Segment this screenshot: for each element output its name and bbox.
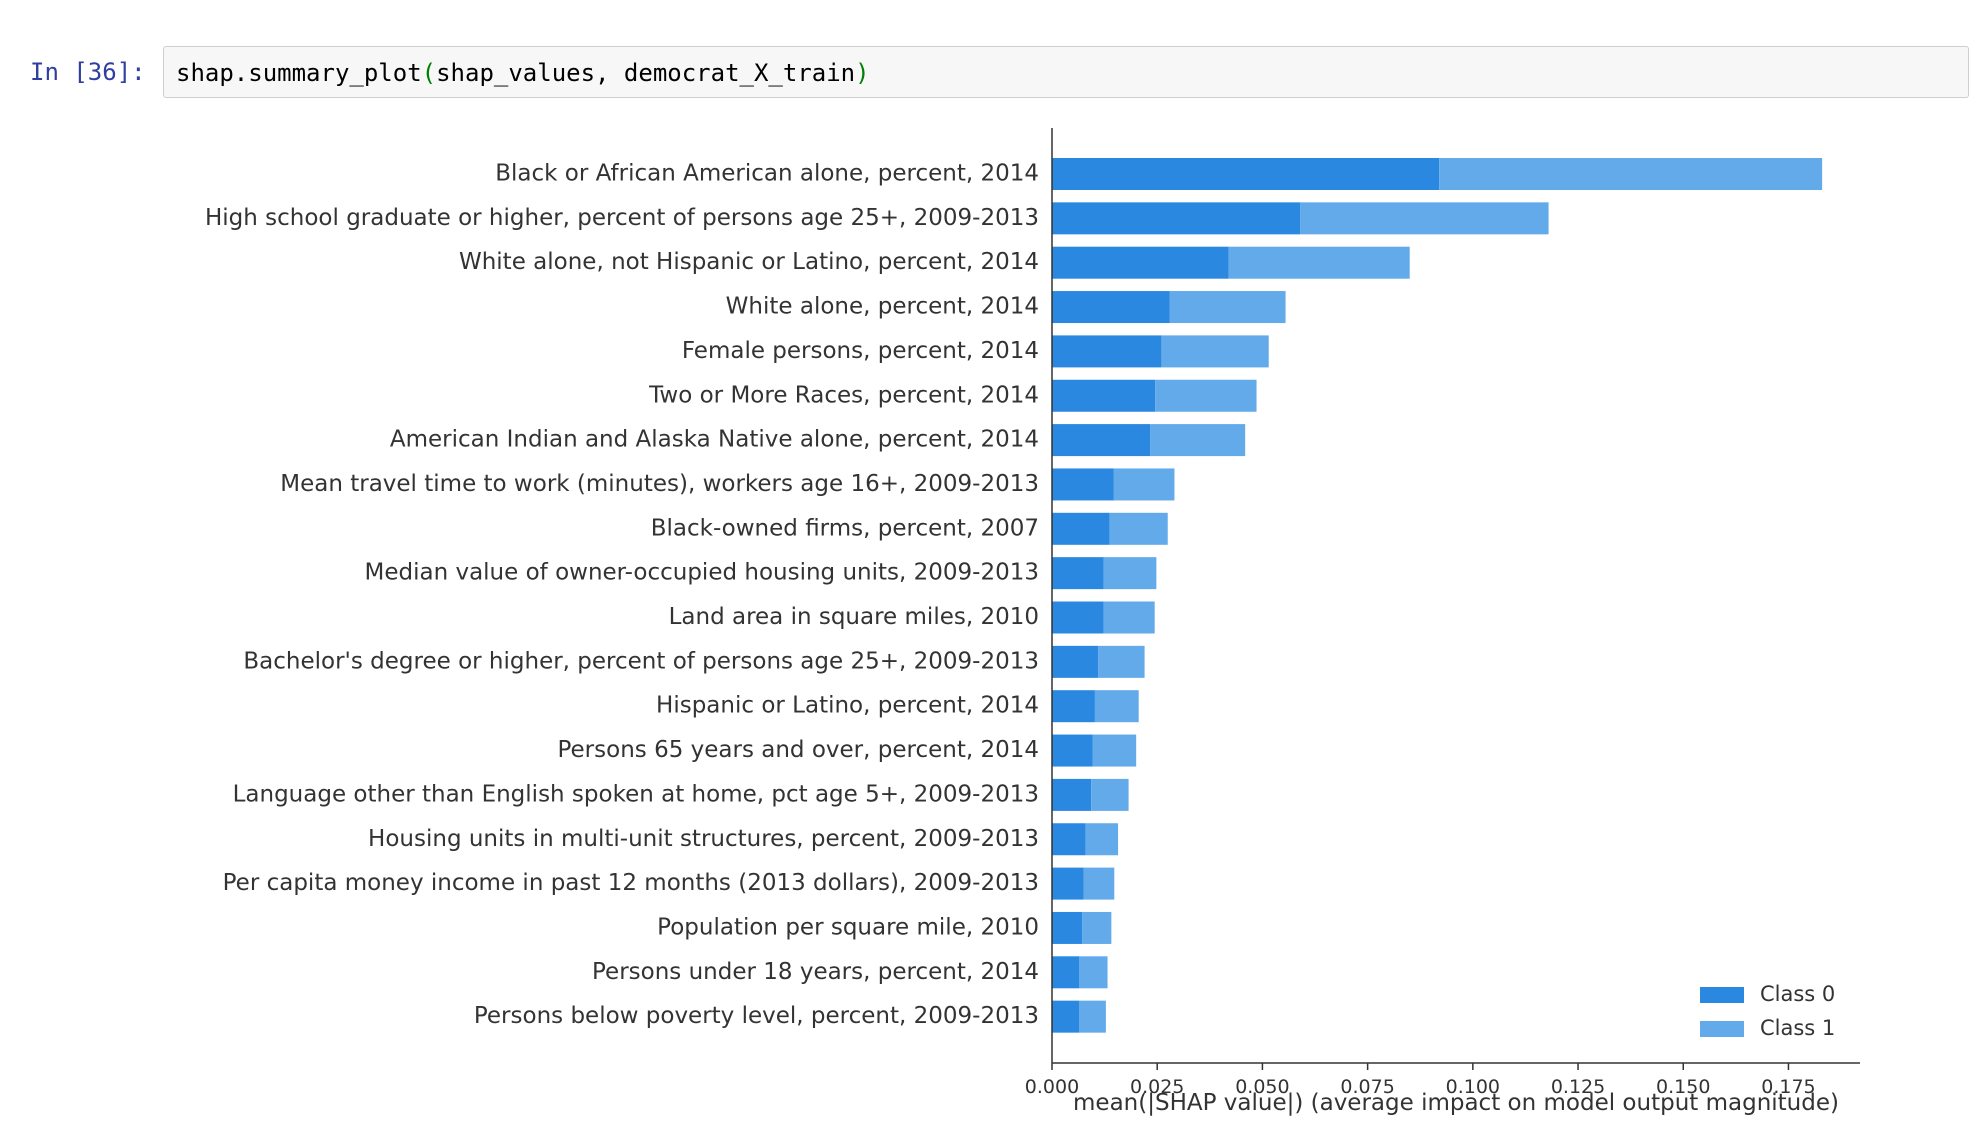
feature-label: Two or More Races, percent, 2014 [648,382,1039,408]
bar-class-1 [1094,690,1139,723]
x-tick-label: 0.000 [1025,1076,1079,1098]
legend-swatch [1700,987,1744,1003]
x-tick-label: 0.175 [1761,1076,1815,1098]
feature-label: Housing units in multi-unit structures, … [368,826,1039,852]
cell-prompt: In [36]: [30,58,146,86]
bar-class-0 [1052,911,1083,944]
feature-label: Language other than English spoken at ho… [233,781,1039,807]
bar-class-1 [1091,778,1129,811]
bar-class-0 [1052,867,1084,900]
feature-label: Persons below poverty level, percent, 20… [474,1003,1039,1029]
bar-class-0 [1052,601,1104,634]
code-input[interactable]: shap.summary_plot(shap_values, democrat_… [163,46,1969,98]
code-close-paren: ) [855,59,870,87]
code-arguments: shap_values, democrat_X_train [436,59,856,87]
x-tick-label: 0.025 [1130,1076,1184,1098]
bar-class-1 [1079,1000,1106,1033]
bar-class-1 [1439,158,1823,190]
bar-class-0 [1052,557,1104,590]
feature-label: Hispanic or Latino, percent, 2014 [656,693,1039,719]
feature-label: White alone, not Hispanic or Latino, per… [459,249,1039,275]
bar-class-1 [1092,734,1137,767]
bar-class-0 [1052,690,1095,723]
feature-label: High school graduate or higher, percent … [205,205,1039,231]
feature-label: Median value of owner-occupied housing u… [364,560,1039,586]
x-tick-label: 0.125 [1551,1076,1605,1098]
feature-label: Population per square mile, 2010 [657,914,1039,940]
bar-class-1 [1109,512,1168,545]
x-tick-label: 0.150 [1656,1076,1710,1098]
code-open-paren: ( [421,59,437,87]
bar-class-1 [1155,379,1257,412]
bar-class-0 [1052,291,1170,324]
bar-class-1 [1300,202,1549,235]
feature-label: Persons 65 years and over, percent, 2014 [557,737,1039,763]
bar-class-0 [1052,468,1114,501]
bar-class-1 [1079,956,1108,989]
feature-label: Persons under 18 years, percent, 2014 [592,959,1039,985]
bar-class-0 [1052,734,1093,767]
x-tick-label: 0.100 [1446,1076,1500,1098]
bar-class-1 [1169,291,1286,324]
bar-class-0 [1052,379,1156,412]
bar-class-0 [1052,335,1162,368]
code-line: shap.summary_plot(shap_values, democrat_… [176,58,870,88]
feature-label: Black-owned firms, percent, 2007 [651,515,1039,541]
bar-class-1 [1103,601,1155,634]
bar-class-0 [1052,778,1092,811]
bar-class-0 [1052,512,1110,545]
x-axis-label: mean(|SHAP value|) (average impact on mo… [1073,1090,1839,1116]
bar-class-1 [1098,645,1145,678]
feature-label: Black or African American alone, percent… [495,161,1039,187]
feature-label: Mean travel time to work (minutes), work… [280,471,1039,497]
bar-class-1 [1161,335,1269,368]
x-tick-label: 0.050 [1235,1076,1289,1098]
bar-class-0 [1052,956,1080,989]
legend-label: Class 0 [1760,982,1835,1006]
bar-class-1 [1085,823,1119,856]
code-function: shap.summary_plot [176,59,422,87]
bar-class-0 [1052,202,1301,235]
feature-label: Land area in square miles, 2010 [669,604,1039,630]
feature-label: Per capita money income in past 12 month… [223,870,1039,896]
bar-class-0 [1052,823,1086,856]
bar-class-1 [1083,867,1115,900]
bar-class-1 [1103,557,1157,590]
legend-swatch [1700,1021,1744,1037]
bar-class-1 [1228,246,1410,279]
bar-class-1 [1150,424,1246,457]
x-tick-label: 0.075 [1340,1076,1394,1098]
bar-class-1 [1113,468,1175,501]
bar-class-0 [1052,246,1229,279]
bar-class-0 [1052,645,1099,678]
bar-class-0 [1052,1000,1080,1033]
bar-class-0 [1052,424,1151,457]
bar-class-1 [1082,911,1112,944]
legend-label: Class 1 [1760,1016,1835,1040]
feature-label: American Indian and Alaska Native alone,… [390,427,1039,453]
bar-class-0 [1052,158,1440,190]
feature-label: White alone, percent, 2014 [726,294,1039,320]
feature-label: Bachelor's degree or higher, percent of … [243,648,1039,674]
feature-label: Female persons, percent, 2014 [682,338,1039,364]
